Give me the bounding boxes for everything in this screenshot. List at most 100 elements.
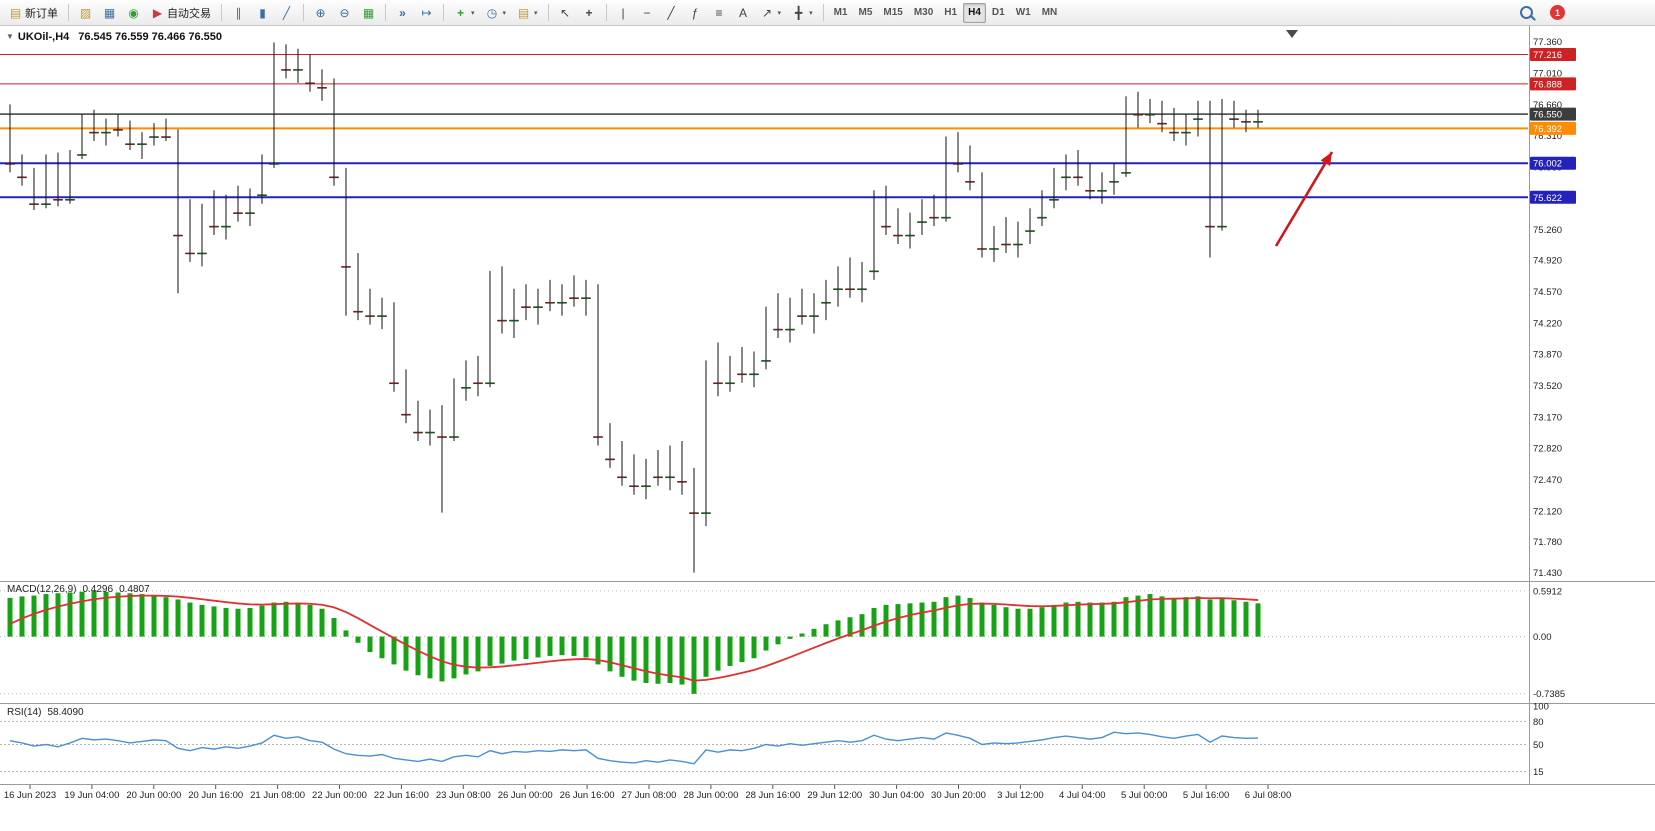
svg-text:73.520: 73.520 [1533,381,1562,392]
rsi-value: 58.4090 [47,707,84,718]
templates-icon: ▤ [517,5,530,20]
zoom-out-icon: ⊖ [339,5,350,20]
macd-label: MACD(12,26,9) 0.4296 0.4807 [7,584,150,595]
search-button[interactable] [1515,2,1538,23]
cursor-icon: ↖ [560,5,571,20]
vertical-line-button[interactable]: | [612,2,635,23]
bar-chart-icon: ∥ [235,5,242,20]
svg-text:77.216: 77.216 [1533,50,1562,61]
channel-icon: ≡ [715,5,723,20]
toolbar-separator [605,4,607,21]
svg-text:29 Jun 12:00: 29 Jun 12:00 [807,790,862,801]
auto-scroll-button[interactable]: » [391,2,414,23]
zoom-in-icon: ⊕ [315,5,326,20]
timeframe-h4-button[interactable]: H4 [963,2,986,23]
panel-separators [0,26,1655,785]
candlestick-chart-icon: ▮ [259,5,266,20]
line-chart-button[interactable]: ╱ [275,2,298,23]
macd-name: MACD(12,26,9) [7,584,77,595]
timeframe-d1-button[interactable]: D1 [987,3,1010,23]
svg-text:28 Jun 00:00: 28 Jun 00:00 [683,790,738,801]
timeframe-m5-button[interactable]: M5 [853,3,877,23]
line-chart-icon: ╱ [282,5,291,20]
svg-text:26 Jun 16:00: 26 Jun 16:00 [560,790,615,801]
periods-icon: ◷ [486,5,498,20]
toolbar-separator [303,4,304,21]
svg-text:76.310: 76.310 [1533,131,1562,142]
svg-text:80: 80 [1533,717,1544,728]
timeframe-m1-button[interactable]: M1 [829,3,853,23]
svg-text:0.00: 0.00 [1533,632,1552,643]
profiles-button[interactable]: ▨ [74,2,97,23]
svg-text:77.360: 77.360 [1533,37,1562,48]
market-watch-button[interactable]: ▦ [98,2,121,23]
candlestick-chart-button[interactable]: ▮ [251,2,274,23]
svg-text:76.392: 76.392 [1533,124,1562,135]
autotrading-icon: ▶ [152,5,163,20]
svg-text:22 Jun 16:00: 22 Jun 16:00 [374,790,429,801]
new-chart-button[interactable]: + ▾ [449,2,480,23]
svg-text:74.570: 74.570 [1533,287,1562,298]
svg-text:15: 15 [1533,767,1544,778]
chart-shift-button[interactable]: ↦ [415,2,438,23]
fibonacci-button[interactable]: ƒ [684,2,707,23]
svg-text:76.660: 76.660 [1533,100,1562,111]
zoom-in-button[interactable]: ⊕ [309,2,332,23]
chevron-down-icon: ▾ [809,9,813,17]
horizontal-lines-layer [0,54,1528,199]
svg-text:76.550: 76.550 [1533,110,1562,121]
cycle-lines-button[interactable]: ╋ ▾ [787,2,818,23]
arrows-tool-button[interactable]: ↗ ▾ [756,2,787,23]
bar-chart-button[interactable]: ∥ [227,2,250,23]
trendline-icon: ╱ [667,5,675,20]
symbol-period-label: UKOil-,H4 [17,31,70,43]
chart-shift-marker[interactable] [1286,30,1298,38]
rsi-name: RSI(14) [7,707,42,718]
cycle-lines-icon: ╋ [794,5,803,20]
timeframe-mn-button[interactable]: MN [1037,3,1063,23]
candles-layer [5,42,1263,573]
new-order-icon: ▤ [9,5,22,20]
channel-button[interactable]: ≡ [708,2,731,23]
search-icon [1520,6,1533,19]
toolbar-right-group: 1 [1515,2,1651,23]
svg-text:100: 100 [1533,702,1549,713]
svg-text:73.170: 73.170 [1533,412,1562,423]
svg-text:0.5912: 0.5912 [1533,586,1562,597]
timeframe-m15-button[interactable]: M15 [878,3,907,23]
horizontal-line-button[interactable]: − [636,2,659,23]
timeframe-h1-button[interactable]: H1 [939,3,962,23]
text-tool-button[interactable]: A [732,2,755,23]
autotrading-button[interactable]: ▶ 自动交易 [146,2,216,23]
templates-button[interactable]: ▤ ▾ [512,2,543,23]
toolbar-separator [822,4,824,21]
one-click-trading-caret-icon[interactable]: ▼ [6,32,14,41]
tile-windows-button[interactable]: ▦ [357,2,380,23]
cursor-button[interactable]: ↖ [554,2,577,23]
notification-badge[interactable]: 1 [1550,5,1565,20]
terminal-icon: ◉ [128,5,139,20]
timeframe-m30-button[interactable]: M30 [909,3,938,23]
new-order-button[interactable]: ▤ 新订单 [4,2,63,23]
svg-text:50: 50 [1533,740,1544,751]
svg-text:77.010: 77.010 [1533,68,1562,79]
svg-text:20 Jun 00:00: 20 Jun 00:00 [126,790,181,801]
ohlc-quote: 76.545 76.559 76.466 76.550 [78,31,223,43]
chart-shift-icon: ↦ [421,5,432,20]
svg-text:6 Jul 08:00: 6 Jul 08:00 [1245,790,1291,801]
chevron-down-icon: ▾ [534,9,538,17]
toolbar-separator [385,4,386,21]
terminal-button[interactable]: ◉ [122,2,145,23]
zoom-out-button[interactable]: ⊖ [333,2,356,23]
profiles-icon: ▨ [79,5,92,20]
rsi-panel: 100 80 50 15 [0,702,1549,778]
timeframe-w1-button[interactable]: W1 [1011,3,1036,23]
arrow-annotation[interactable] [1274,151,1334,247]
periods-button[interactable]: ◷ ▾ [481,2,512,23]
time-axis: 16 Jun 2023 19 Jun 04:00 20 Jun 00:00 20 Ju… [4,785,1291,801]
crosshair-button[interactable]: + [578,2,601,23]
svg-text:5 Jul 16:00: 5 Jul 16:00 [1183,790,1229,801]
trendline-button[interactable]: ╱ [660,2,683,23]
macd-panel: 0.5912 0.00 -0.7385 [0,586,1565,700]
